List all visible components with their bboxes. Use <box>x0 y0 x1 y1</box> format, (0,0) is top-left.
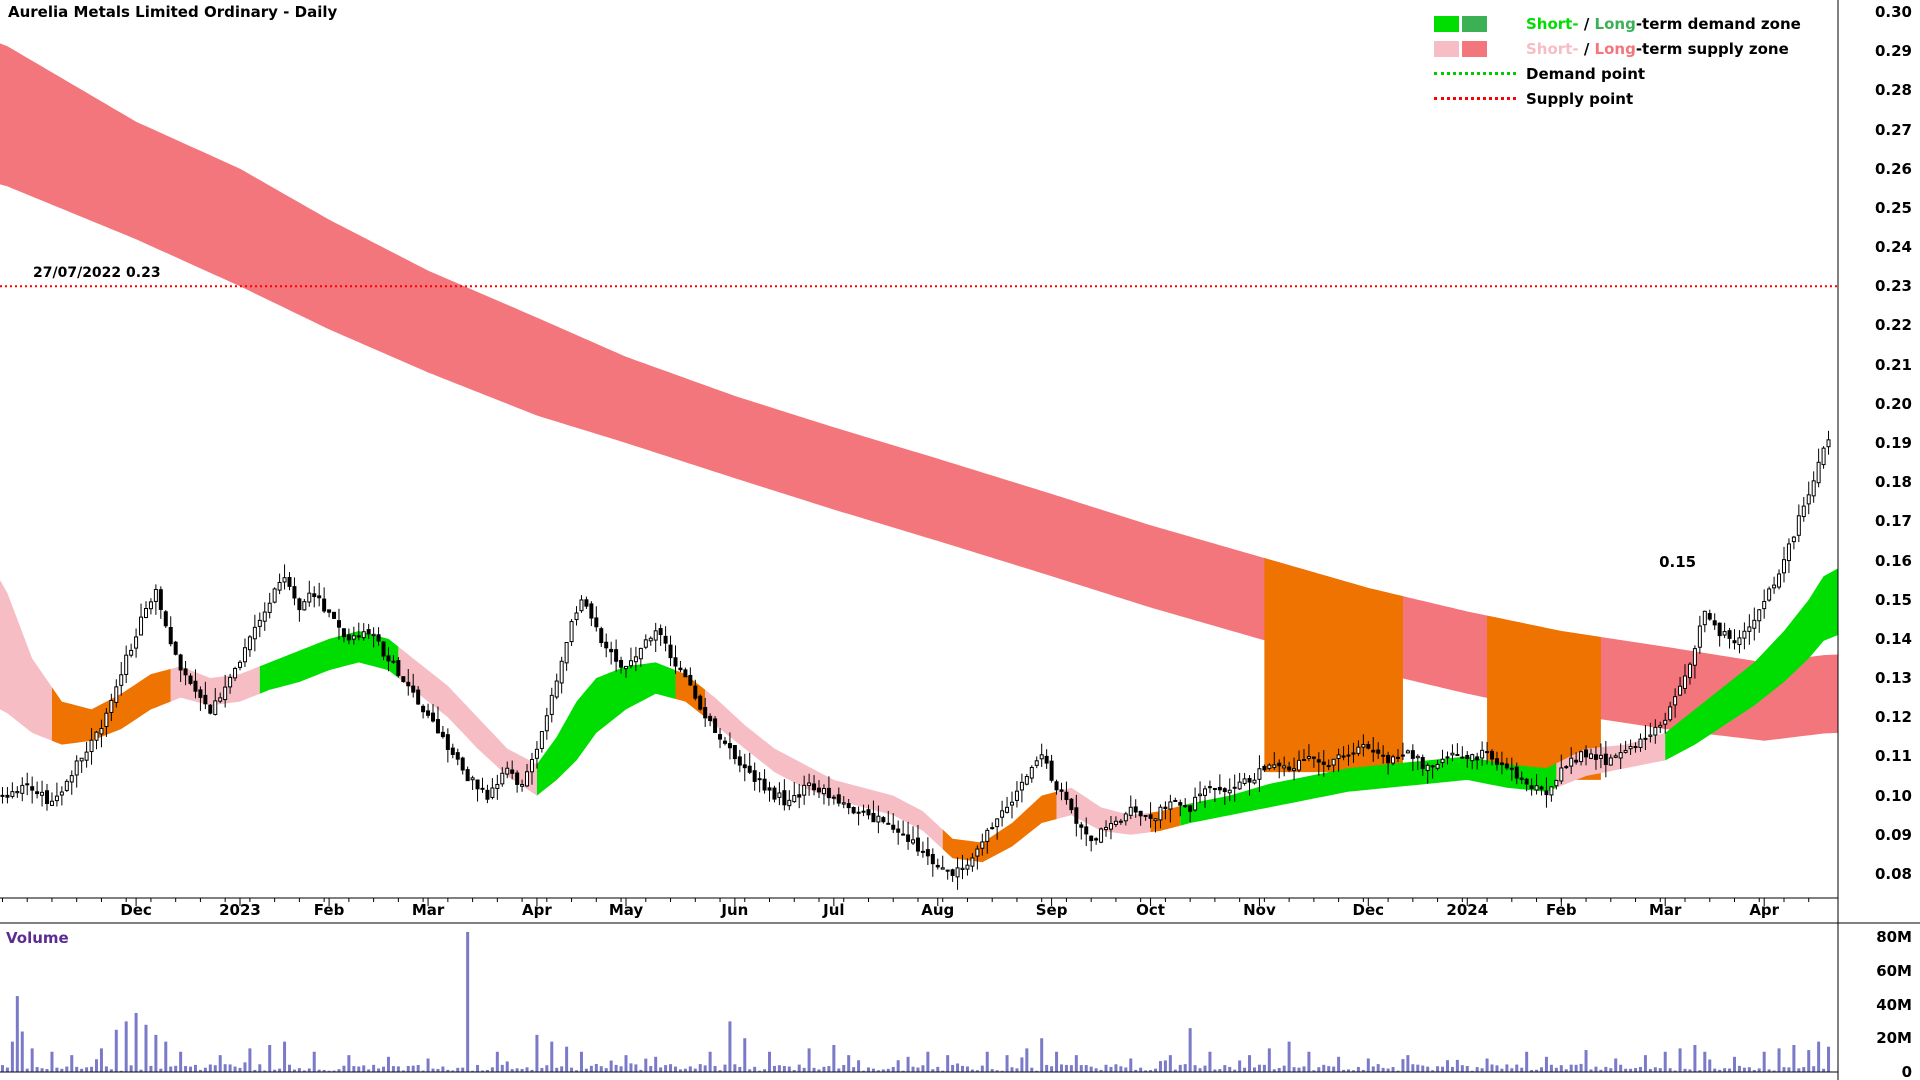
legend-supply-rest-text: -term supply zone <box>1635 39 1789 58</box>
legend-demand-zone-label: Short- / Long-term demand zone <box>1526 15 1801 33</box>
price-tick-label: 0.15 <box>1874 590 1912 609</box>
date-tick-label: Oct <box>1136 901 1165 919</box>
price-tick-label: 0.12 <box>1874 708 1912 727</box>
long-term-demand-swatch <box>1462 15 1487 32</box>
date-tick-label: Sep <box>1035 901 1068 919</box>
price-tick-label: 0.26 <box>1874 159 1912 178</box>
price-tick-label: 0.24 <box>1874 238 1912 257</box>
legend-supply-long-text: Long <box>1594 39 1636 58</box>
legend-supply-point-label: Supply point <box>1526 89 1634 108</box>
price-tick-label: 0.08 <box>1874 864 1912 883</box>
legend-demand-sep-text: / <box>1578 14 1595 33</box>
price-tick-label: 0.20 <box>1874 394 1912 413</box>
legend: Short- / Long-term demand zone Short- / … <box>1434 11 1801 111</box>
volume-tick-label: 20M <box>1876 1029 1912 1048</box>
price-tick-label: 0.23 <box>1874 277 1912 296</box>
supply-point-line-icon <box>1434 97 1516 100</box>
volume-tick-label: 40M <box>1876 995 1912 1014</box>
price-tick-label: 0.29 <box>1874 42 1912 61</box>
price-tick-label: 0.09 <box>1874 825 1912 844</box>
price-tick-label: 0.27 <box>1874 120 1912 139</box>
date-tick-label: Feb <box>313 901 345 919</box>
date-tick-label: Feb <box>1546 901 1577 919</box>
price-tick-label: 0.13 <box>1874 669 1912 688</box>
price-tick-label: 0.10 <box>1874 786 1912 805</box>
short-term-demand-swatch <box>1434 15 1459 32</box>
date-tick-label: May <box>608 901 644 919</box>
price-tick-label: 0.16 <box>1874 551 1912 570</box>
date-tick-label: Dec <box>1352 901 1385 919</box>
legend-demand-point-swatch <box>1434 72 1526 75</box>
legend-demand-long-text: Long <box>1594 14 1636 33</box>
price-tick-label: 0.25 <box>1874 198 1912 217</box>
price-tick-label: 0.14 <box>1874 629 1912 648</box>
price-tick-label: 0.30 <box>1874 3 1912 21</box>
demand-point-line-icon <box>1434 72 1516 75</box>
date-tick-label: Mar <box>411 901 445 919</box>
date-tick-label: Jun <box>721 901 749 919</box>
price-tick-label: 0.11 <box>1874 747 1912 766</box>
legend-demand-short-text: Short- <box>1526 14 1579 33</box>
date-tick-label: 2024 <box>1446 901 1489 919</box>
date-tick-label: Aug <box>921 901 955 919</box>
date-tick-label: Nov <box>1243 901 1276 919</box>
date-tick-label: Apr <box>522 901 552 919</box>
chart-title: Aurelia Metals Limited Ordinary - Daily <box>8 3 338 21</box>
legend-supply-point-swatch <box>1434 97 1526 100</box>
price-tick-label: 0.17 <box>1874 512 1912 531</box>
price-tick-label: 0.21 <box>1874 355 1912 374</box>
supply-line-date-label: 27/07/2022 0.23 <box>33 265 161 282</box>
legend-supply-zone-label: Short- / Long-term supply zone <box>1526 40 1789 58</box>
volume-pane-label: Volume <box>6 929 69 947</box>
legend-demand-swatches <box>1434 15 1526 32</box>
legend-supply-zone-row: Short- / Long-term supply zone <box>1434 36 1801 61</box>
long-term-supply-swatch <box>1462 40 1487 57</box>
legend-demand-rest-text: -term demand zone <box>1635 14 1801 33</box>
price-tick-label: 0.19 <box>1874 433 1912 452</box>
price-tick-label: 0.22 <box>1874 316 1912 335</box>
legend-supply-short-text: Short- <box>1526 39 1579 58</box>
legend-demand-zone-row: Short- / Long-term demand zone <box>1434 11 1801 36</box>
legend-supply-swatches <box>1434 40 1526 57</box>
legend-supply-point-row: Supply point <box>1434 86 1801 111</box>
legend-demand-point-row: Demand point <box>1434 61 1801 86</box>
date-tick-label: Dec <box>120 901 152 919</box>
date-tick-label: Jul <box>823 901 845 919</box>
volume-tick-label: 80M <box>1876 928 1912 946</box>
price-tick-label: 0.18 <box>1874 473 1912 492</box>
date-tick-label: 2023 <box>219 901 261 919</box>
legend-supply-sep-text: / <box>1578 39 1595 58</box>
date-tick-label: Mar <box>1648 901 1682 919</box>
legend-demand-point-label: Demand point <box>1526 64 1646 83</box>
volume-tick-label: 60M <box>1876 961 1912 980</box>
price-annotation-label: 0.15 <box>1659 553 1697 572</box>
date-tick-label: Apr <box>1749 901 1780 919</box>
volume-tick-label: 0 <box>1901 1063 1912 1080</box>
short-term-supply-swatch <box>1434 40 1459 57</box>
price-tick-label: 0.28 <box>1874 81 1912 100</box>
